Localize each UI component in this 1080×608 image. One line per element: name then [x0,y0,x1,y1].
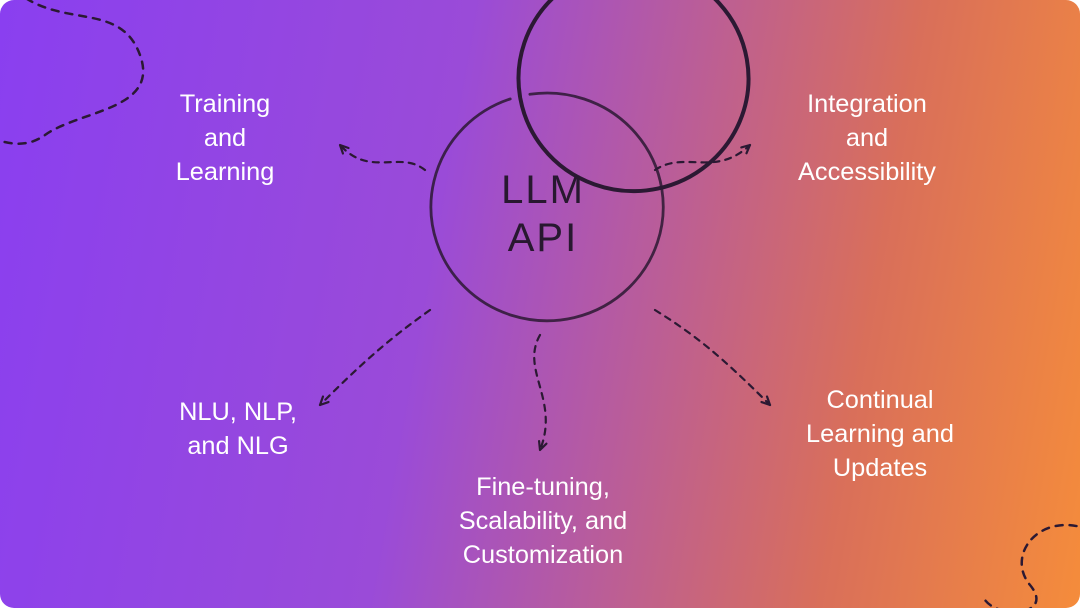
diagram-canvas: LLM API Training and Learning Integration … [0,0,1080,608]
arrow-finetune [534,335,546,450]
squiggle-bottom-right [985,525,1080,608]
arrow-integration [655,145,750,170]
node-integration: Integration and Accessibility [737,87,997,190]
arrow-nlu [320,310,430,405]
center-circle [431,0,749,321]
node-finetune: Fine-tuning, Scalability, and Customizat… [413,470,673,573]
center-label: LLM API [423,166,663,262]
node-continual: Continual Learning and Updates [750,383,1010,486]
node-nlu: NLU, NLP, and NLG [108,395,368,463]
node-training: Training and Learning [95,87,355,190]
